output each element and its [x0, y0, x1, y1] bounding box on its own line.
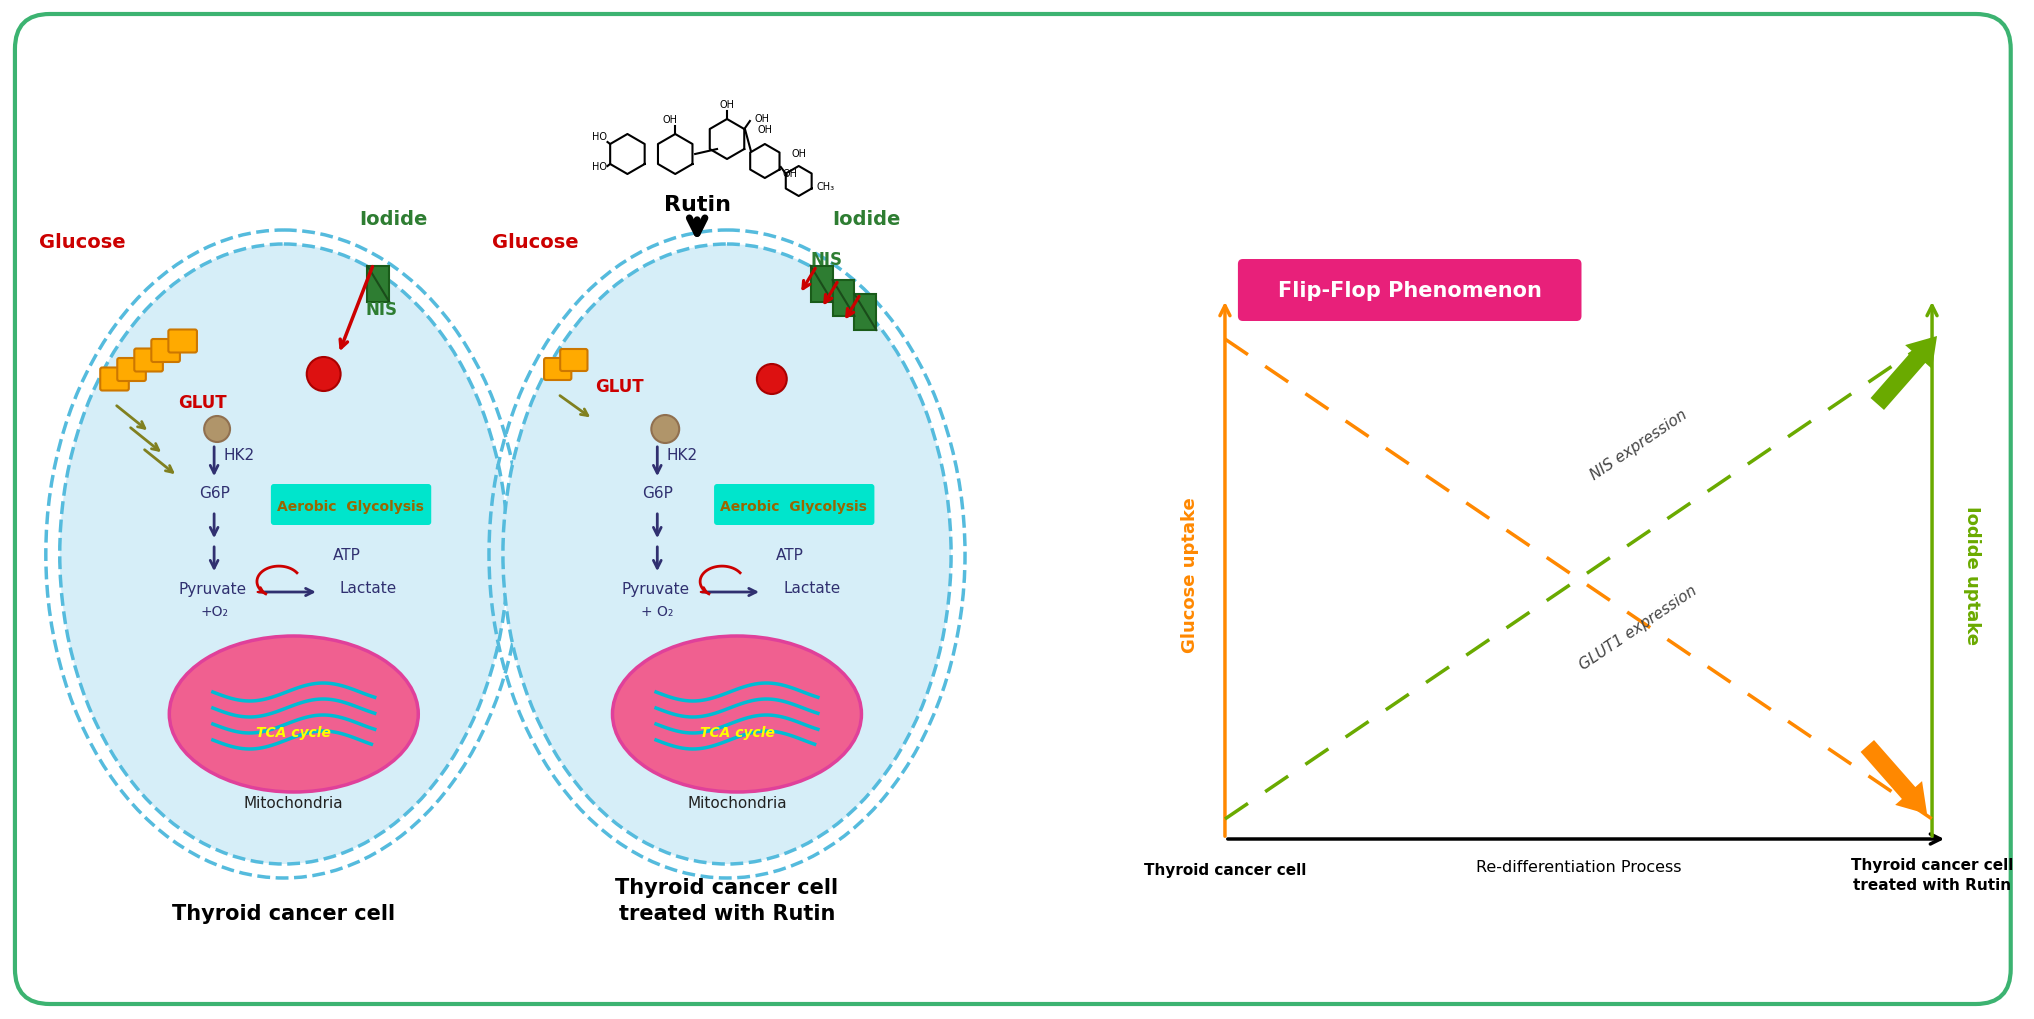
FancyBboxPatch shape — [100, 368, 128, 391]
Text: TCA cycle: TCA cycle — [700, 726, 775, 739]
Text: Lactate: Lactate — [783, 581, 840, 595]
Text: HK2: HK2 — [667, 447, 698, 463]
FancyBboxPatch shape — [134, 350, 163, 372]
FancyBboxPatch shape — [169, 330, 197, 354]
FancyBboxPatch shape — [559, 350, 588, 372]
Text: Glucose: Glucose — [39, 232, 126, 252]
Text: GLUT: GLUT — [596, 378, 645, 395]
FancyBboxPatch shape — [271, 484, 431, 526]
Text: Rutin: Rutin — [663, 195, 730, 215]
FancyBboxPatch shape — [118, 359, 146, 382]
Text: CH₃: CH₃ — [816, 181, 834, 192]
Text: NIS expression: NIS expression — [1587, 407, 1690, 483]
Text: OH: OH — [791, 149, 805, 159]
Bar — [812, 267, 832, 303]
Ellipse shape — [612, 637, 862, 792]
Text: G6P: G6P — [643, 485, 673, 500]
Bar — [854, 294, 877, 331]
Text: OH: OH — [663, 115, 677, 125]
FancyBboxPatch shape — [151, 339, 179, 363]
Text: OH: OH — [757, 125, 773, 135]
Text: Thyroid cancer cell: Thyroid cancer cell — [1143, 862, 1306, 877]
Text: Mitochondria: Mitochondria — [687, 795, 787, 810]
Text: GLUT1 expression: GLUT1 expression — [1576, 583, 1700, 673]
Text: Iodide: Iodide — [360, 210, 427, 229]
Text: + O₂: + O₂ — [641, 604, 673, 619]
Text: GLUT: GLUT — [177, 393, 226, 412]
Text: G6P: G6P — [199, 485, 230, 500]
Text: Re-differentiation Process: Re-differentiation Process — [1477, 859, 1682, 874]
Text: Thyroid cancer cell: Thyroid cancer cell — [173, 903, 395, 923]
Text: OH: OH — [720, 100, 734, 110]
Ellipse shape — [169, 637, 419, 792]
Circle shape — [203, 417, 230, 442]
FancyBboxPatch shape — [714, 484, 875, 526]
Text: OH: OH — [755, 114, 771, 124]
Bar — [368, 267, 388, 303]
Text: ATP: ATP — [775, 547, 803, 562]
Bar — [832, 280, 854, 317]
Text: HK2: HK2 — [224, 447, 254, 463]
Text: HO: HO — [592, 131, 606, 142]
Circle shape — [651, 416, 679, 443]
Circle shape — [757, 365, 787, 394]
Text: HO: HO — [592, 162, 606, 172]
Text: Aerobic  Glycolysis: Aerobic Glycolysis — [277, 499, 423, 514]
Circle shape — [307, 358, 340, 391]
FancyArrow shape — [1871, 336, 1936, 411]
Text: ATP: ATP — [334, 547, 360, 562]
Ellipse shape — [502, 245, 952, 864]
Text: Iodide: Iodide — [832, 210, 901, 229]
Text: Flip-Flop Phenomenon: Flip-Flop Phenomenon — [1277, 280, 1542, 301]
Text: Lactate: Lactate — [340, 581, 397, 595]
Text: Iodide uptake: Iodide uptake — [1963, 505, 1981, 644]
Text: Thyroid cancer cell
treated with Rutin: Thyroid cancer cell treated with Rutin — [1851, 857, 2014, 892]
Text: NIS: NIS — [366, 301, 397, 319]
Text: Mitochondria: Mitochondria — [244, 795, 344, 810]
Text: Pyruvate: Pyruvate — [179, 582, 246, 596]
Text: Thyroid cancer cell
treated with Rutin: Thyroid cancer cell treated with Rutin — [616, 876, 838, 923]
Ellipse shape — [59, 245, 508, 864]
FancyArrow shape — [1861, 741, 1926, 814]
Text: TCA cycle: TCA cycle — [256, 726, 332, 739]
FancyBboxPatch shape — [14, 15, 2012, 1004]
Text: +O₂: +O₂ — [199, 604, 228, 619]
FancyBboxPatch shape — [1239, 260, 1582, 322]
Text: OH: OH — [783, 169, 797, 178]
Text: Aerobic  Glycolysis: Aerobic Glycolysis — [720, 499, 866, 514]
Text: NIS: NIS — [812, 251, 842, 269]
FancyBboxPatch shape — [543, 359, 572, 381]
Text: Glucose uptake: Glucose uptake — [1182, 496, 1200, 652]
Text: Pyruvate: Pyruvate — [620, 582, 690, 596]
Text: Glucose: Glucose — [492, 232, 580, 252]
